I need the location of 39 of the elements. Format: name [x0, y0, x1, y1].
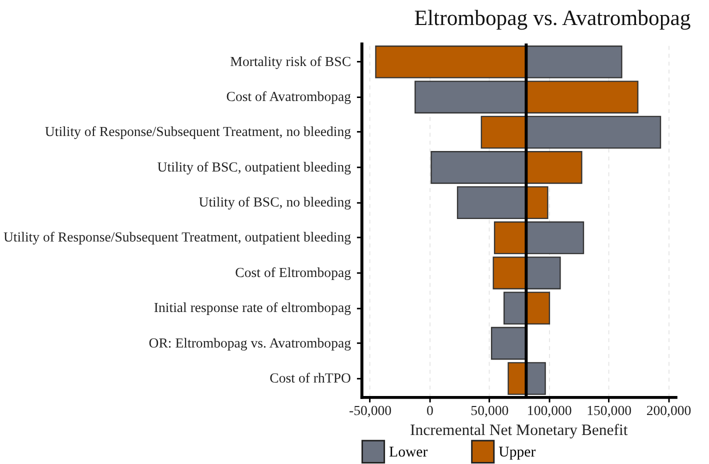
bar	[430, 151, 527, 184]
y-tick-label: Cost of Eltrombopag	[235, 264, 352, 280]
bar	[456, 186, 527, 219]
x-tick-label: 0	[426, 403, 434, 418]
bar	[526, 186, 548, 219]
x-tick-label: 200,000	[646, 403, 692, 418]
bar	[508, 362, 527, 395]
y-tick-label: Utility of BSC, outpatient bleeding	[157, 159, 352, 174]
y-tick-label: Utility of BSC, no bleeding	[198, 194, 352, 210]
bar	[526, 46, 622, 78]
bar	[526, 292, 550, 325]
y-tick-label: Initial response rate of eltrombopag	[154, 300, 352, 316]
y-tick-label: Cost of Avatrombopag	[226, 89, 352, 104]
x-tick-label: 100,000	[526, 403, 572, 418]
x-tick-label: 150,000	[586, 403, 632, 418]
bar	[526, 221, 584, 254]
legend-label: Lower	[389, 444, 428, 461]
bar	[414, 80, 527, 114]
y-tick-label: Mortality risk of BSC	[230, 54, 352, 69]
y-tick-label: Utility of Response/Subsequent Treatment, no bleeding	[44, 124, 352, 140]
y-tick-label: Cost of rhTPO	[270, 370, 352, 386]
bar	[490, 326, 527, 360]
bar	[526, 116, 662, 149]
bar	[526, 362, 546, 395]
bar	[494, 221, 527, 254]
bar	[375, 46, 527, 78]
x-axis-title: Incremental Net Monetary Benefit	[410, 422, 628, 439]
x-tick-label: 50,000	[470, 403, 509, 418]
legend-label: Upper	[498, 444, 536, 461]
chart-title: Eltrombopag vs. Avatrombopag	[414, 6, 691, 30]
y-tick-label: OR: Eltrombopag vs. Avatrombopag	[148, 335, 352, 350]
y-tick-label: Utility of Response/Subsequent Treatment, outpatient bleeding	[3, 230, 352, 245]
bar	[526, 256, 561, 290]
bar	[503, 292, 527, 325]
bar	[526, 151, 582, 184]
bar	[526, 80, 638, 114]
bar	[480, 116, 527, 149]
bar	[492, 256, 527, 290]
x-tick-label: -50,000	[348, 403, 392, 418]
